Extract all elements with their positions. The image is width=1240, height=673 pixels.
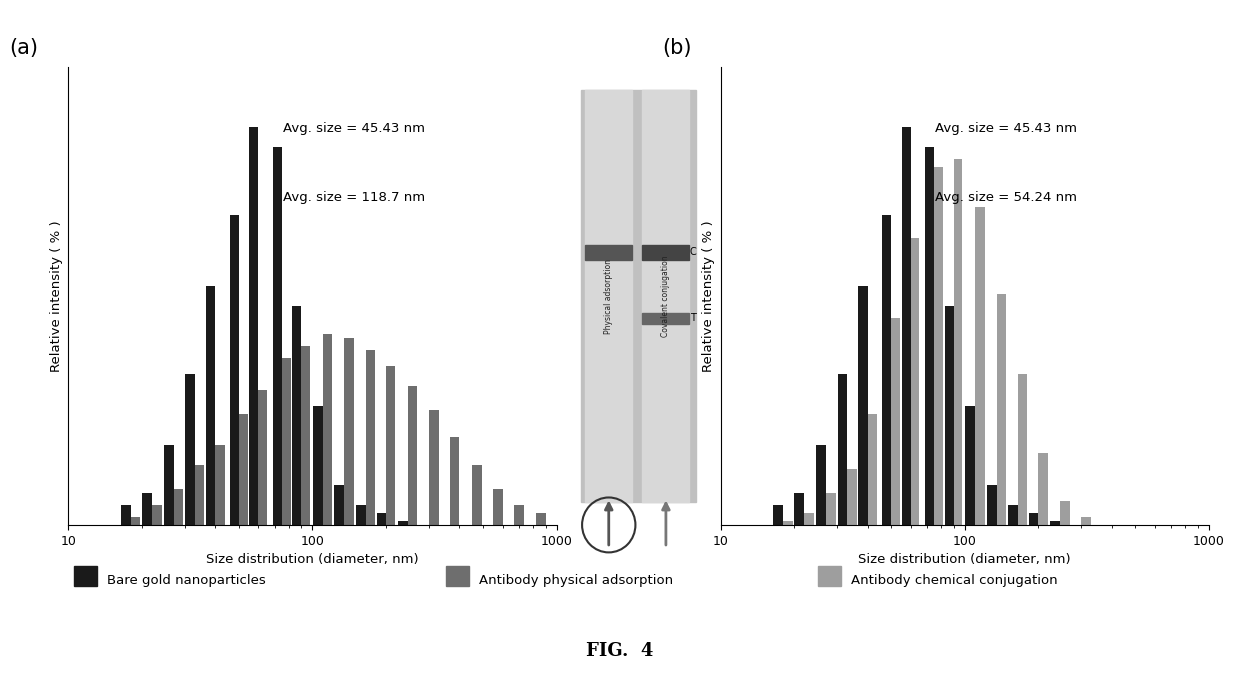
Text: (a): (a) [10, 38, 38, 58]
Text: Covalent conjugation: Covalent conjugation [661, 255, 671, 337]
Text: Physical adsorption: Physical adsorption [604, 258, 614, 334]
Bar [945, 306, 954, 525]
Bar [1008, 505, 1018, 525]
Bar [1038, 454, 1048, 525]
Bar [515, 505, 523, 525]
Bar [195, 465, 205, 525]
Bar [987, 485, 997, 525]
Bar [1050, 521, 1060, 525]
Text: T: T [689, 314, 696, 324]
Bar [386, 365, 396, 525]
X-axis label: Size distribution (diameter, nm): Size distribution (diameter, nm) [858, 553, 1071, 566]
Bar [847, 469, 857, 525]
Y-axis label: Relative intensity ( % ): Relative intensity ( % ) [50, 220, 63, 372]
Bar [868, 413, 877, 525]
Bar [934, 167, 944, 525]
Bar [883, 215, 892, 525]
Bar [965, 406, 975, 525]
Bar [642, 314, 689, 324]
Bar [816, 446, 826, 525]
Bar [892, 318, 900, 525]
Bar [472, 465, 482, 525]
Bar [954, 159, 962, 525]
Bar [585, 245, 632, 260]
Bar [335, 485, 345, 525]
Bar [585, 90, 632, 502]
Bar [536, 513, 546, 525]
Bar [398, 521, 408, 525]
Bar [408, 386, 418, 525]
Bar [1018, 374, 1027, 525]
Bar [249, 127, 258, 525]
Text: Avg. size = 118.7 nm: Avg. size = 118.7 nm [283, 191, 425, 204]
Bar [826, 493, 836, 525]
Text: Antibody chemical conjugation: Antibody chemical conjugation [851, 574, 1058, 587]
Bar [805, 513, 813, 525]
Bar [273, 147, 281, 525]
Text: (b): (b) [662, 38, 692, 58]
Bar [281, 358, 291, 525]
Bar [494, 489, 503, 525]
Bar [366, 350, 374, 525]
Bar [838, 374, 847, 525]
Bar [901, 127, 910, 525]
Bar [239, 413, 248, 525]
Text: Antibody physical adsorption: Antibody physical adsorption [479, 574, 673, 587]
Bar [910, 238, 920, 525]
Bar [345, 338, 355, 525]
Bar [1029, 513, 1038, 525]
Bar [773, 505, 782, 525]
Bar [164, 446, 174, 525]
Text: C: C [689, 247, 696, 257]
Text: Avg. size = 54.24 nm: Avg. size = 54.24 nm [935, 191, 1078, 204]
Y-axis label: Relative intensity ( % ): Relative intensity ( % ) [702, 220, 715, 372]
Bar [377, 513, 386, 525]
Bar [206, 286, 216, 525]
Bar [120, 505, 130, 525]
Bar [429, 410, 439, 525]
Bar [322, 334, 332, 525]
Bar [1060, 501, 1070, 525]
Bar [151, 505, 161, 525]
Bar [143, 493, 151, 525]
Bar [216, 446, 224, 525]
Bar [997, 294, 1007, 525]
Bar [231, 215, 239, 525]
Bar [795, 493, 805, 525]
Bar [312, 406, 322, 525]
Text: Bare gold nanoparticles: Bare gold nanoparticles [107, 574, 265, 587]
Bar [642, 90, 689, 502]
Bar [925, 147, 934, 525]
X-axis label: Size distribution (diameter, nm): Size distribution (diameter, nm) [206, 553, 419, 566]
Bar [174, 489, 184, 525]
Bar [293, 306, 301, 525]
Text: Avg. size = 45.43 nm: Avg. size = 45.43 nm [935, 122, 1078, 135]
Bar [975, 207, 985, 525]
Bar [130, 517, 140, 525]
Bar [1081, 517, 1091, 525]
Bar [450, 437, 459, 525]
Bar [642, 245, 689, 260]
Bar [858, 286, 868, 525]
Bar [301, 346, 310, 525]
Bar [258, 390, 267, 525]
Text: Avg. size = 45.43 nm: Avg. size = 45.43 nm [283, 122, 425, 135]
Bar [356, 505, 366, 525]
Text: FIG.  4: FIG. 4 [587, 641, 653, 660]
Bar [782, 521, 792, 525]
Bar [186, 374, 195, 525]
